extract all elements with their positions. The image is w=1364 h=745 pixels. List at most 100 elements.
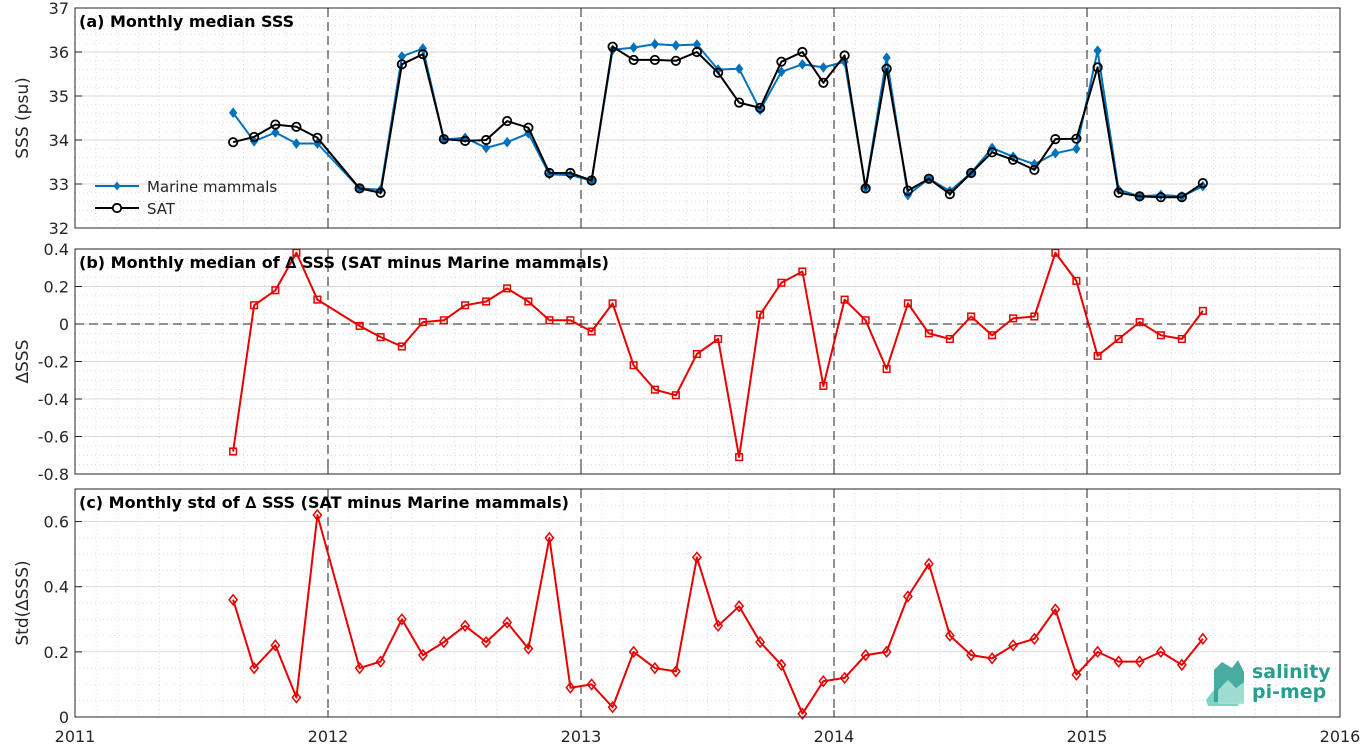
x-tick-label: 2014 <box>814 727 855 745</box>
data-point <box>587 327 596 336</box>
data-point <box>987 147 998 158</box>
data-point <box>502 616 513 629</box>
data-point <box>1113 655 1124 668</box>
data-point <box>1134 655 1145 668</box>
data-point <box>629 361 638 370</box>
x-tick-label: 2016 <box>1320 727 1361 745</box>
data-point <box>566 316 575 325</box>
data-point <box>1008 154 1019 165</box>
data-point <box>1071 668 1082 681</box>
x-tick-label: 2013 <box>561 727 602 745</box>
data-point <box>1197 632 1208 646</box>
data-point <box>270 119 281 130</box>
data-point <box>650 385 659 394</box>
data-point <box>523 642 534 655</box>
data-point <box>944 629 955 642</box>
series-line <box>232 514 1204 715</box>
data-point <box>1113 187 1124 198</box>
data-point <box>734 97 745 108</box>
y-tick-label: 36 <box>49 43 69 62</box>
legend: Marine mammals SAT <box>95 178 277 218</box>
data-point <box>565 167 576 179</box>
x-tick-label: 2012 <box>308 727 349 745</box>
data-point <box>291 691 302 704</box>
y-tick-label: -0.8 <box>38 465 69 484</box>
y-tick-label: 0.4 <box>44 578 69 597</box>
data-point <box>1093 351 1102 360</box>
data-point <box>966 167 977 179</box>
data-point <box>544 531 555 545</box>
y-tick-label: 33 <box>49 175 69 194</box>
data-point <box>271 127 280 138</box>
data-point <box>1072 143 1081 155</box>
data-point <box>439 316 448 325</box>
data-point <box>777 66 786 78</box>
data-point <box>544 167 555 179</box>
data-point <box>502 115 513 127</box>
data-point <box>1050 134 1061 145</box>
data-point <box>461 301 470 310</box>
data-point <box>924 329 933 338</box>
data-point <box>228 593 239 606</box>
data-point <box>1093 45 1102 56</box>
data-point <box>376 333 385 342</box>
data-point <box>649 661 660 675</box>
data-point <box>1092 62 1103 73</box>
data-point <box>1135 318 1144 327</box>
data-point <box>1134 191 1145 202</box>
data-point <box>607 41 618 52</box>
y-tick-label: -0.6 <box>38 428 69 447</box>
y-tick-label: 0.2 <box>44 278 69 297</box>
data-point <box>355 321 364 330</box>
data-point <box>860 648 871 662</box>
data-point <box>818 77 829 88</box>
data-point <box>438 134 449 145</box>
data-point <box>229 447 238 456</box>
data-point <box>523 122 534 133</box>
data-point <box>987 652 998 665</box>
panel-1: -0.8 -0.6 -0.4 -0.2 0 0.2 0.4 (b) Monthly media… <box>13 240 1341 484</box>
axes-box <box>74 488 1341 718</box>
data-point <box>1009 314 1018 323</box>
data-point <box>375 187 386 198</box>
axes-box <box>74 7 1341 229</box>
data-point <box>1176 192 1187 203</box>
panel-0: 32 33 34 35 36 37 (a) Monthly median SSS SSS (p… <box>13 0 1341 238</box>
data-point <box>881 645 892 659</box>
data-point <box>671 391 680 400</box>
data-point <box>545 316 554 325</box>
y-tick-label: 0.4 <box>44 240 69 259</box>
data-point <box>1072 276 1081 285</box>
y-axis-label: SSS (psu) <box>13 77 33 158</box>
data-point <box>860 183 871 194</box>
data-point <box>966 648 977 662</box>
data-point <box>798 59 807 70</box>
data-point <box>460 619 471 633</box>
panel-title: (a) Monthly median SSS <box>79 12 294 31</box>
legend-marker <box>111 202 123 214</box>
data-point <box>776 658 787 672</box>
data-point <box>902 185 913 196</box>
logo-text-line1: salinity <box>1252 661 1331 683</box>
data-point <box>734 600 745 613</box>
data-point <box>756 310 765 319</box>
logo-text-line2: pi-mep <box>1252 681 1326 703</box>
x-tick-label: 2015 <box>1067 727 1108 745</box>
data-point <box>292 138 301 149</box>
data-point <box>271 286 280 295</box>
data-point <box>608 299 617 308</box>
series-line <box>232 43 1204 198</box>
data-point <box>776 56 787 67</box>
y-tick-label: -0.4 <box>38 390 69 409</box>
data-point <box>818 674 829 688</box>
data-point <box>692 39 702 50</box>
data-point <box>923 557 934 571</box>
data-point <box>502 136 512 148</box>
panel-2: 0 0.2 0.4 0.6 (c) Monthly std of ∆ SSS (SAT … <box>13 488 1361 745</box>
data-point <box>903 299 912 308</box>
data-point <box>629 42 638 53</box>
data-point <box>671 40 681 51</box>
data-point <box>650 38 660 50</box>
y-axis-label: Std(∆SSS) <box>13 560 33 645</box>
